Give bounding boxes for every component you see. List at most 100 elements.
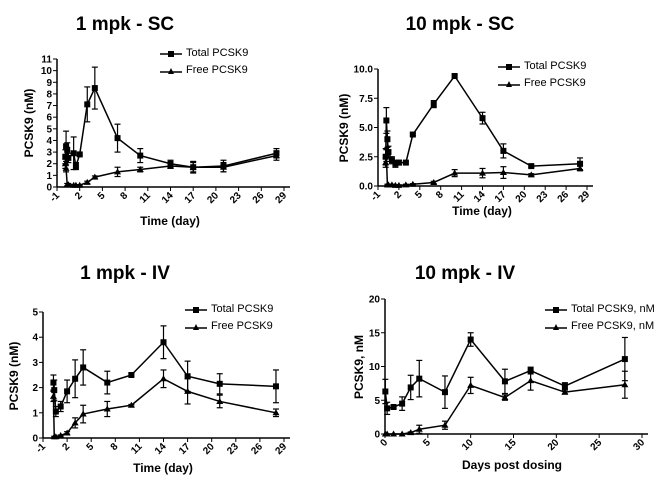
total-series-line (64, 86, 277, 168)
x-tick-label: 17 (493, 189, 509, 205)
free-data-point (501, 394, 509, 401)
y-tick-label: 10 (369, 362, 381, 373)
free-data-point (103, 405, 111, 412)
y-tick-label: 2 (32, 383, 38, 394)
x-tick-label: 29 (273, 441, 289, 457)
x-tick-label: 20 (546, 437, 562, 453)
y-tick-label: 5 (374, 396, 380, 407)
free-data-point (272, 409, 280, 416)
y-tick-label: 2.5 (359, 152, 373, 163)
total-data-point (272, 383, 279, 390)
total-data-point (160, 339, 167, 346)
total-data-point (52, 408, 59, 415)
x-tick-label: 5 (421, 437, 433, 449)
legend-item-total: Total PCSK9 (160, 45, 248, 62)
x-tick-label: 26 (556, 189, 572, 205)
total-data-point (409, 131, 416, 138)
legend-item-free: Free PCSK9 (498, 75, 586, 92)
free-data-point (216, 397, 224, 404)
x-tick-label: 17 (183, 190, 199, 206)
total-data-point (407, 384, 414, 391)
chart-title-4: 10 mpk - IV (414, 263, 516, 284)
x-tick-label: 5 (85, 441, 97, 453)
total-data-point (384, 136, 391, 143)
x-tick-label: 0 (378, 437, 390, 449)
free-data-point (79, 410, 87, 417)
chart-title-2: 10 mpk - SC (405, 14, 515, 35)
free-data-point (527, 377, 535, 384)
free-data-point (160, 375, 167, 382)
square-marker-icon (185, 306, 207, 313)
x-axis-label-3: Time (day) (133, 461, 193, 475)
free-data-point (451, 169, 459, 176)
total-data-point (64, 388, 71, 395)
legend-item-free: Free PCSK9 (160, 62, 248, 79)
legend-label: Free PCSK9, nM (571, 320, 655, 332)
total-data-point (63, 143, 70, 150)
free-data-point (402, 181, 410, 188)
x-tick-label: 23 (228, 190, 244, 206)
x-tick-label: 29 (273, 190, 289, 206)
y-tick-label: 15 (369, 328, 381, 339)
total-data-point (430, 101, 437, 108)
total-data-point (70, 150, 77, 157)
total-data-point (451, 73, 458, 80)
x-tick-label: 2 (392, 189, 404, 201)
total-data-point (65, 154, 72, 161)
x-tick-label: 20 (205, 190, 221, 206)
x-axis-label-1: Time (day) (140, 214, 200, 228)
y-tick-label: 0 (46, 183, 52, 194)
x-tick-label: 23 (225, 441, 241, 457)
x-tick-label: 29 (576, 189, 592, 205)
total-data-point (395, 159, 402, 166)
free-data-point (83, 178, 91, 185)
legend-item-total: Total PCSK9 (498, 58, 586, 75)
total-data-point (80, 364, 87, 371)
triangle-marker-icon (185, 323, 207, 330)
y-tick-label: 1 (46, 171, 52, 182)
legend-label: Total PCSK9, nM (571, 303, 655, 315)
total-data-point (399, 400, 406, 407)
triangle-marker-icon (498, 80, 520, 87)
total-data-point (383, 117, 390, 124)
total-series-line (52, 341, 277, 414)
free-data-point (398, 430, 406, 437)
legend-label: Free PCSK9 (524, 77, 586, 89)
square-marker-icon (545, 306, 567, 313)
total-data-point (416, 375, 423, 382)
total-data-point (50, 379, 57, 386)
free-data-point (136, 166, 144, 173)
total-data-point (91, 85, 98, 92)
total-data-point (72, 163, 79, 170)
square-marker-icon (160, 50, 182, 57)
total-data-point (382, 388, 389, 395)
free-data-point (167, 162, 174, 169)
free-data-point (467, 381, 475, 388)
x-tick-label: 11 (451, 189, 467, 205)
y-tick-label: 9 (46, 78, 52, 89)
x-tick-label: 11 (138, 190, 154, 206)
legend-label: Free PCSK9 (211, 320, 273, 332)
free-data-point (127, 401, 135, 408)
free-data-point (184, 387, 192, 394)
free-data-point (383, 430, 391, 437)
y-tick-label: 3 (32, 358, 38, 369)
x-tick-label: 17 (177, 441, 193, 457)
x-tick-label: 23 (535, 189, 551, 205)
free-data-point (527, 171, 535, 178)
x-tick-label: 14 (160, 190, 176, 206)
y-tick-label: 0.0 (359, 182, 373, 193)
x-tick-label: 26 (249, 441, 265, 457)
chart-title-3: 1 mpk - IV (80, 263, 170, 284)
legend-label: Total PCSK9 (211, 303, 274, 315)
total-data-point (385, 149, 392, 156)
total-data-point (467, 336, 474, 343)
legend-item-free: Free PCSK9, nM (545, 318, 655, 335)
total-data-point (527, 367, 534, 374)
free-data-point (219, 163, 227, 170)
total-data-point (137, 152, 144, 159)
triangle-marker-icon (160, 67, 182, 74)
free-data-point (409, 180, 417, 187)
